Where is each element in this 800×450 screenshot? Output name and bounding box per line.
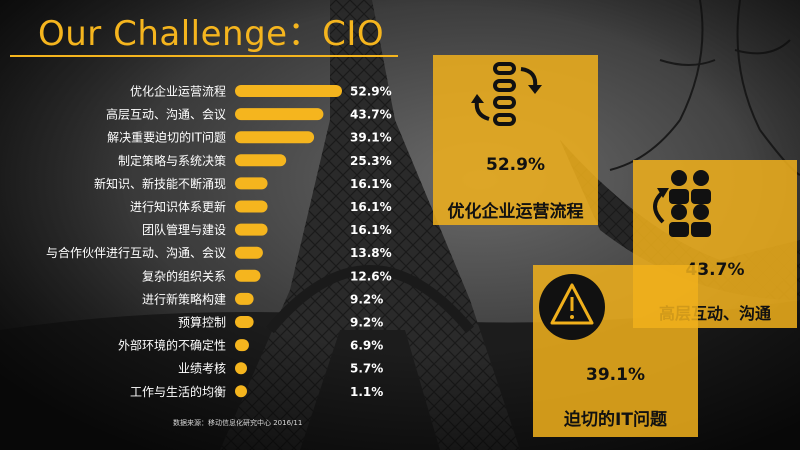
value-label: 5.7% [350,362,383,376]
category-label: 工作与生活的均衡 [130,384,226,399]
highlight-card-workflow: 52.9% 优化企业运营流程 [433,55,598,225]
highlight-value: 43.7% [685,260,745,280]
category-label: 新知识、新技能不断涌现 [94,176,226,191]
bar [235,131,315,144]
highlight-value: 39.1% [586,365,645,385]
category-label: 团队管理与建设 [142,222,226,237]
bar [235,108,324,121]
workflow-icon [471,62,542,126]
value-label: 39.1% [350,131,392,145]
warning-icon [539,274,605,340]
category-label: 进行新策略构建 [142,291,226,306]
bar [235,154,287,167]
value-label: 13.8% [350,246,392,260]
category-label: 业绩考核 [178,362,226,376]
category-label: 制定策略与系统决策 [118,153,226,168]
bar [235,177,268,190]
category-label: 优化企业运营流程 [130,84,226,99]
value-label: 16.1% [350,177,392,191]
value-label: 9.2% [350,316,383,330]
category-label: 与合作伙伴进行互动、沟通、会议 [46,245,226,260]
highlight-label: 迫切的IT问题 [564,410,667,430]
value-label: 6.9% [350,339,383,353]
bar-chart: 优化企业运营流程 52.9% 高层互动、沟通、会议 43.7% 解决重要迫切的IT问题 3… [46,84,392,399]
bar [235,385,247,398]
category-label: 外部环境的不确定性 [118,338,226,353]
highlight-label: 优化企业运营流程 [447,202,584,222]
category-label: 复杂的组织关系 [142,268,226,283]
value-label: 52.9% [350,85,392,99]
value-label: 1.1% [350,385,383,399]
bar [235,292,254,305]
page-title: Our Challenge：CIO [38,14,385,54]
source-note: 数据来源：移动信息化研究中心 2016/11 [173,419,303,427]
category-label: 进行知识体系更新 [130,199,226,214]
team-icon [653,170,711,237]
value-label: 16.1% [350,200,392,214]
bar [235,339,249,352]
bar [235,246,263,259]
bar [235,362,247,375]
category-label: 高层互动、沟通、会议 [106,107,226,122]
value-label: 25.3% [350,154,392,168]
bar [235,223,268,236]
value-label: 43.7% [350,108,392,122]
bar [235,269,261,282]
value-label: 16.1% [350,223,392,237]
highlight-value: 52.9% [486,155,545,175]
highlight-card-warning: 39.1% 迫切的IT问题 [533,265,698,437]
title-underline [10,55,398,57]
bar [235,200,268,213]
bar [235,316,254,328]
category-label: 预算控制 [178,315,226,330]
bar [235,85,342,97]
value-label: 12.6% [350,269,392,283]
category-label: 解决重要迫切的IT问题 [107,130,226,145]
value-label: 9.2% [350,292,383,306]
